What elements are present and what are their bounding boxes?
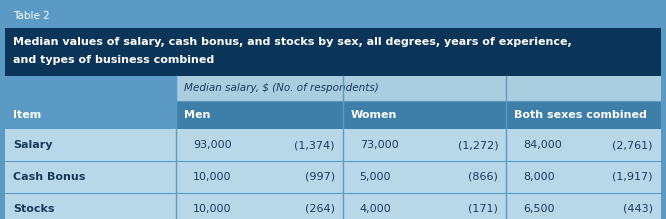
Text: Cash Bonus: Cash Bonus [13, 172, 86, 182]
Text: 6,500: 6,500 [523, 204, 554, 214]
Text: (1,374): (1,374) [294, 140, 335, 150]
Bar [5, 3, 661, 28]
Text: 5,000: 5,000 [360, 172, 391, 182]
Text: Stocks: Stocks [13, 204, 55, 214]
Text: 10,000: 10,000 [193, 172, 232, 182]
Bar [506, 101, 661, 129]
Text: 84,000: 84,000 [523, 140, 561, 150]
Bar [176, 76, 661, 101]
Text: Item: Item [13, 110, 41, 120]
Bar [5, 28, 661, 76]
Bar [5, 129, 661, 161]
Text: (997): (997) [305, 172, 335, 182]
Text: Salary: Salary [13, 140, 53, 150]
Text: (443): (443) [623, 204, 653, 214]
Text: 73,000: 73,000 [360, 140, 398, 150]
Text: (1,917): (1,917) [612, 172, 653, 182]
Text: (866): (866) [468, 172, 498, 182]
Bar [343, 101, 506, 129]
Text: 8,000: 8,000 [523, 172, 554, 182]
Text: and types of business combined: and types of business combined [13, 55, 214, 65]
Text: 4,000: 4,000 [360, 204, 391, 214]
Text: 10,000: 10,000 [193, 204, 232, 214]
Text: (264): (264) [305, 204, 335, 214]
Bar [176, 101, 343, 129]
Text: Median salary, $ (No. of respondents): Median salary, $ (No. of respondents) [184, 83, 379, 93]
Text: (2,761): (2,761) [612, 140, 653, 150]
Bar [5, 161, 661, 193]
Text: 93,000: 93,000 [193, 140, 232, 150]
Text: Both sexes combined: Both sexes combined [514, 110, 647, 120]
Text: Table 2: Table 2 [13, 11, 50, 21]
Text: Women: Women [351, 110, 398, 120]
Text: (171): (171) [468, 204, 498, 214]
Text: Men: Men [184, 110, 211, 120]
Bar [5, 193, 661, 219]
Bar [5, 101, 176, 129]
Text: (1,272): (1,272) [458, 140, 498, 150]
Text: Median values of salary, cash bonus, and stocks by sex, all degrees, years of ex: Median values of salary, cash bonus, and… [13, 37, 572, 46]
Bar [5, 76, 176, 101]
